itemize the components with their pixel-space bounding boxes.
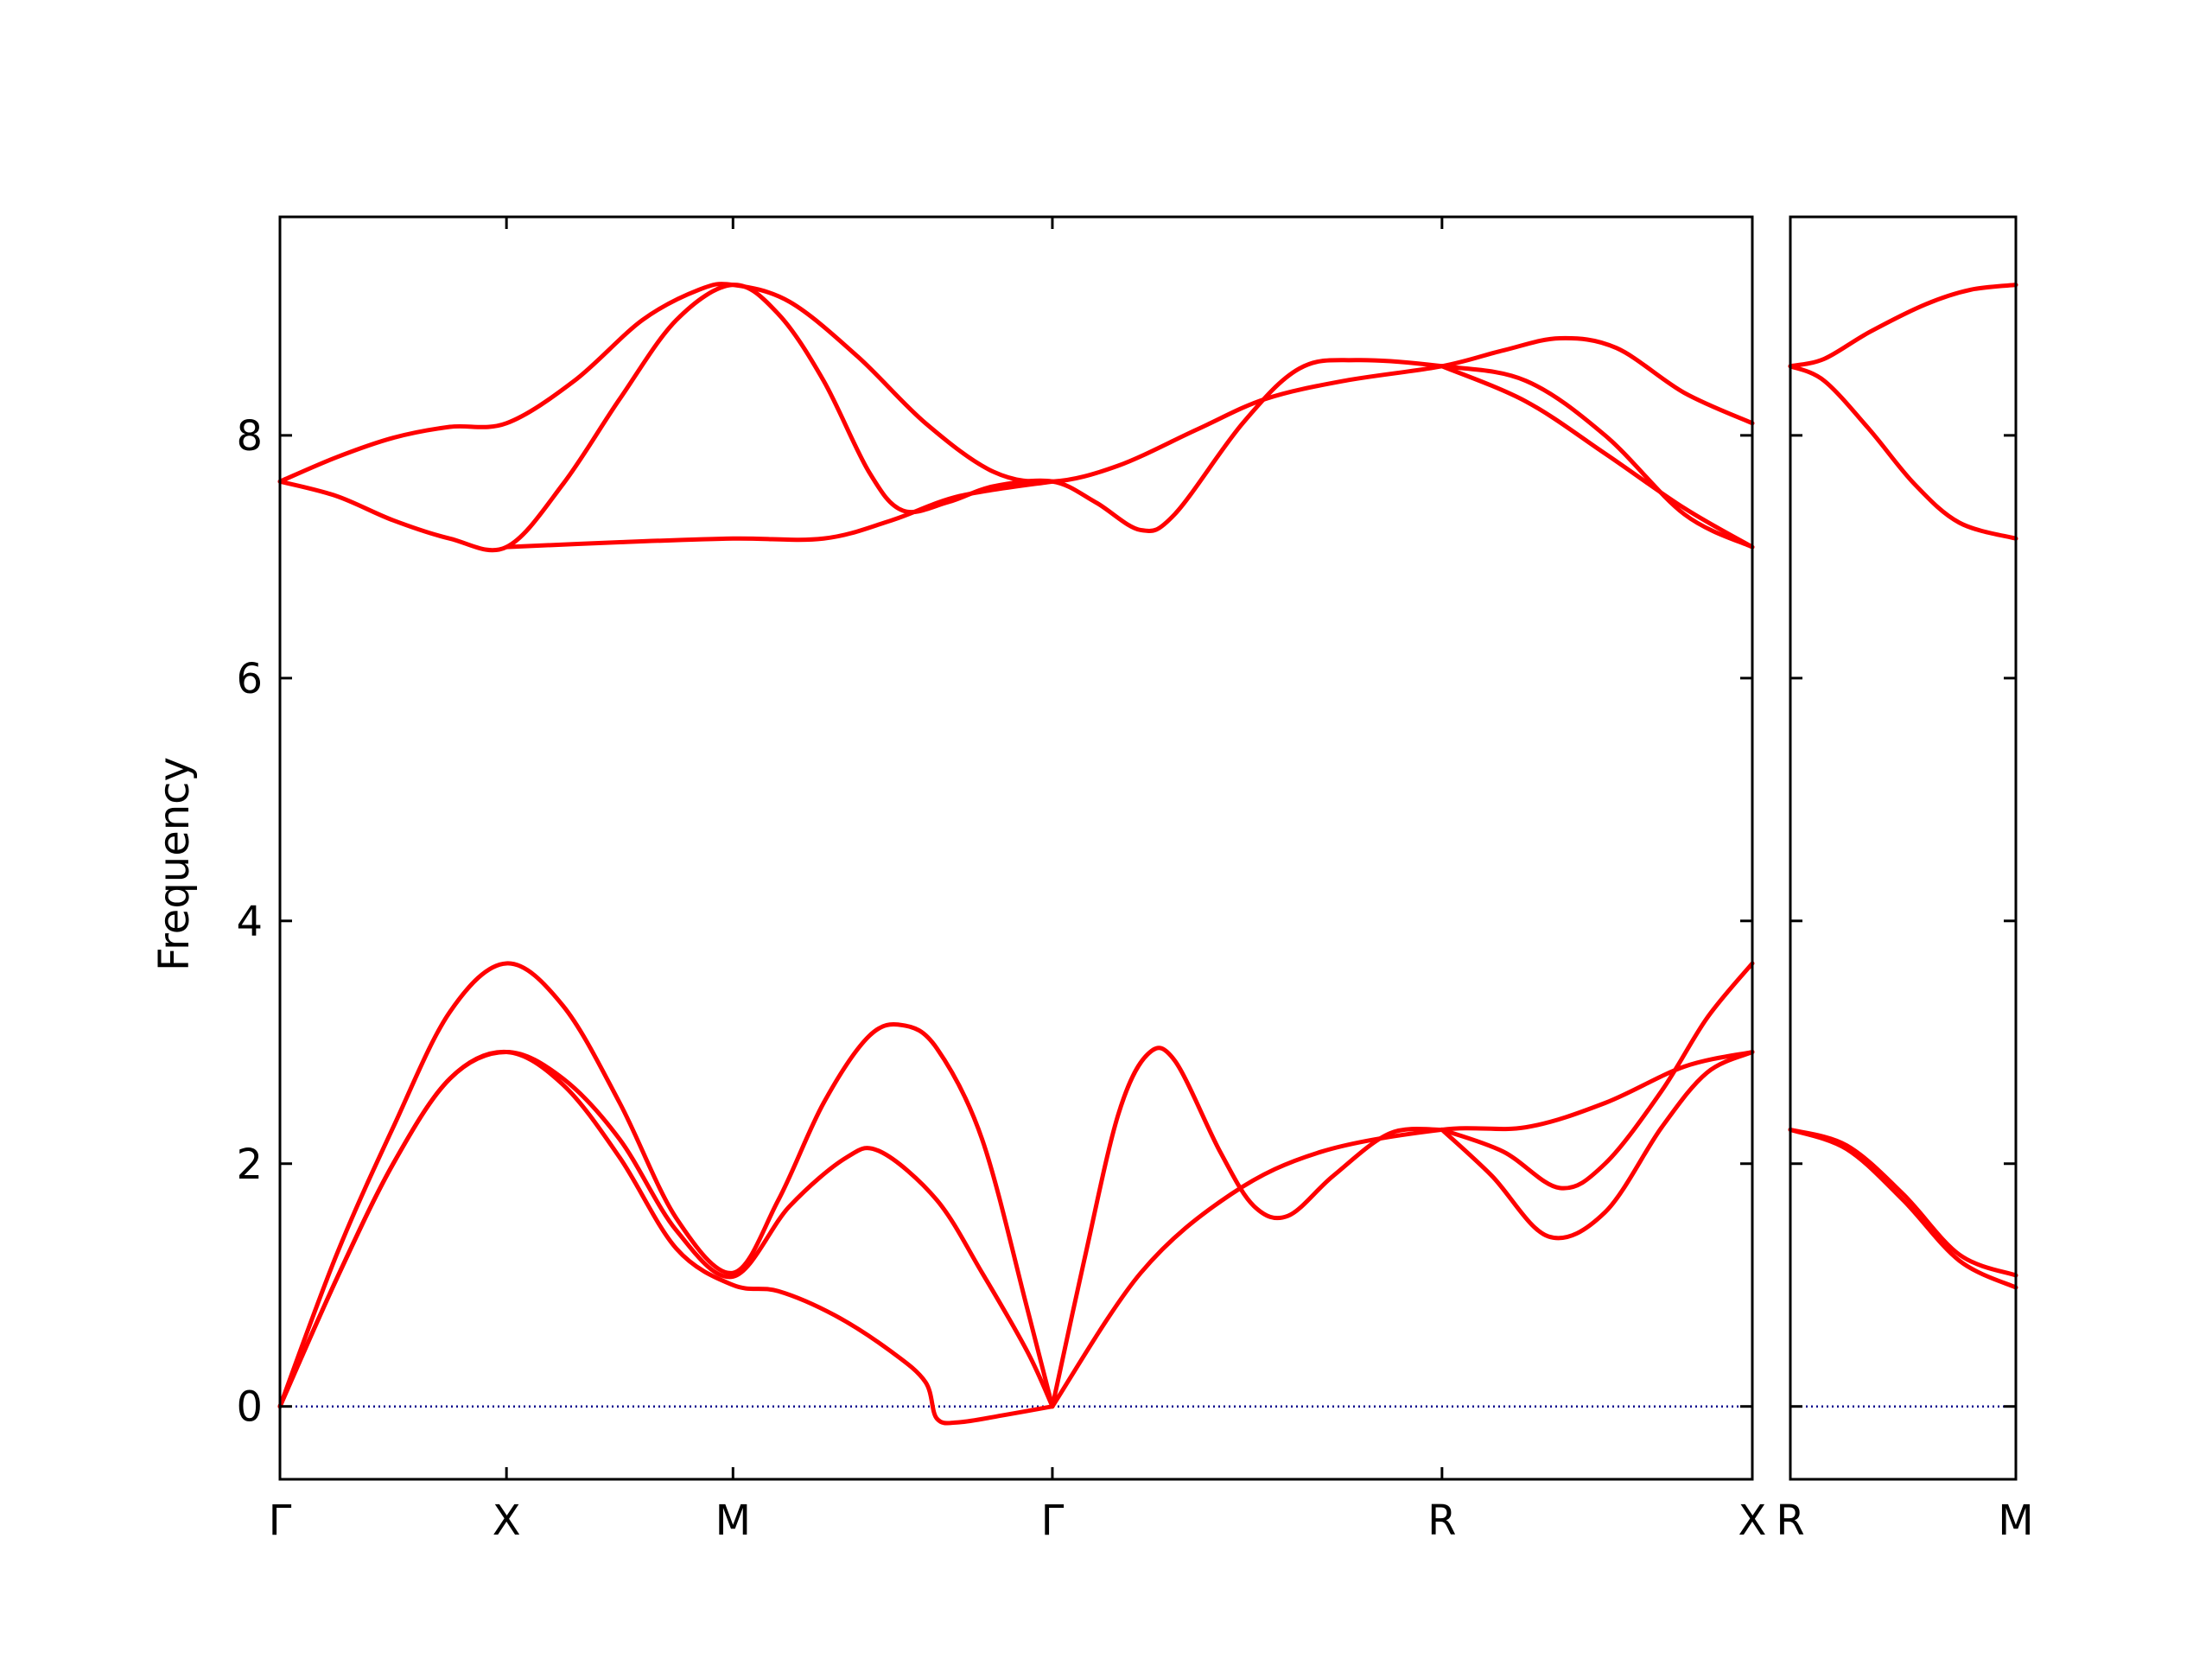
band-line-main-11 <box>1440 364 1755 550</box>
y-tick-label: 6 <box>236 655 263 703</box>
band-line-main-9 <box>277 283 1755 553</box>
y-tick-label: 0 <box>236 1383 263 1432</box>
panel-main: Γ X M Γ R X 0 2 4 6 8 <box>236 215 1767 1545</box>
band-line-side-1 <box>1788 283 2018 369</box>
band-line-side-2 <box>1788 364 2018 541</box>
x-tick-label: Γ <box>1041 1497 1065 1545</box>
y-tick-label: 4 <box>236 898 263 946</box>
x-tick-label: X <box>493 1497 521 1545</box>
plot-frame-main <box>278 215 1754 1481</box>
band-line-main-2 <box>277 1050 1055 1409</box>
x-tick-label: M <box>715 1497 751 1545</box>
band-line-main-1 <box>277 961 1055 1409</box>
y-tick-label: 2 <box>236 1141 263 1189</box>
band-line-main-8 <box>277 282 1755 485</box>
y-axis-label: Frequency <box>150 757 199 971</box>
x-tick-label: R <box>1427 1497 1456 1545</box>
band-line-main-6 <box>1440 961 1755 1191</box>
x-tick-label: Γ <box>269 1497 292 1545</box>
band-line-main-3 <box>277 1050 1055 1426</box>
band-line-main-10 <box>504 479 1055 550</box>
band-line-main-4 <box>1050 1046 1445 1409</box>
band-line-side-3 <box>1788 1127 2018 1278</box>
plot-frame-side <box>1789 215 2018 1481</box>
x-tick-label: X <box>1738 1497 1767 1545</box>
y-axis-label-group: Frequency <box>150 757 199 971</box>
band-line-main-5 <box>1050 1050 1755 1409</box>
y-tick-label: 8 <box>236 412 263 461</box>
x-tick-label: M <box>1998 1497 2033 1545</box>
band-line-side-4 <box>1788 1127 2018 1290</box>
band-line-main-7 <box>1440 1050 1755 1241</box>
x-tick-label: R <box>1776 1497 1804 1545</box>
